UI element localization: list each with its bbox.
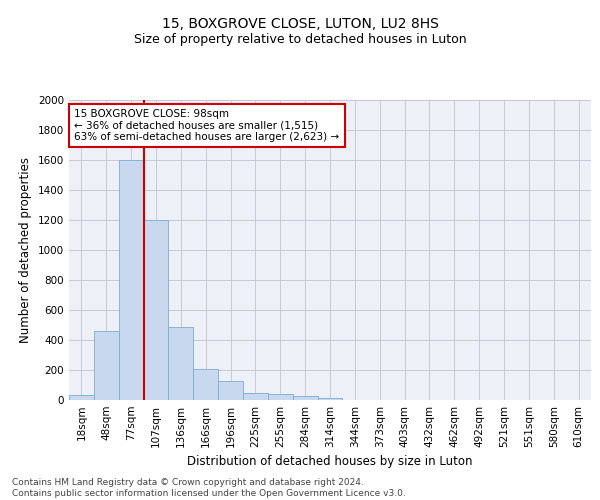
Bar — [293, 396, 317, 400]
Text: 15, BOXGROVE CLOSE, LUTON, LU2 8HS: 15, BOXGROVE CLOSE, LUTON, LU2 8HS — [161, 18, 439, 32]
Bar — [218, 381, 243, 400]
Bar — [243, 392, 268, 400]
Bar — [143, 220, 169, 400]
Bar — [317, 398, 343, 400]
Text: 15 BOXGROVE CLOSE: 98sqm
← 36% of detached houses are smaller (1,515)
63% of sem: 15 BOXGROVE CLOSE: 98sqm ← 36% of detach… — [74, 109, 340, 142]
X-axis label: Distribution of detached houses by size in Luton: Distribution of detached houses by size … — [187, 456, 473, 468]
Text: Contains HM Land Registry data © Crown copyright and database right 2024.
Contai: Contains HM Land Registry data © Crown c… — [12, 478, 406, 498]
Text: Size of property relative to detached houses in Luton: Size of property relative to detached ho… — [134, 32, 466, 46]
Bar — [193, 368, 218, 400]
Bar — [69, 395, 94, 400]
Bar — [119, 160, 143, 400]
Y-axis label: Number of detached properties: Number of detached properties — [19, 157, 32, 343]
Bar — [268, 394, 293, 400]
Bar — [94, 331, 119, 400]
Bar — [169, 326, 193, 400]
